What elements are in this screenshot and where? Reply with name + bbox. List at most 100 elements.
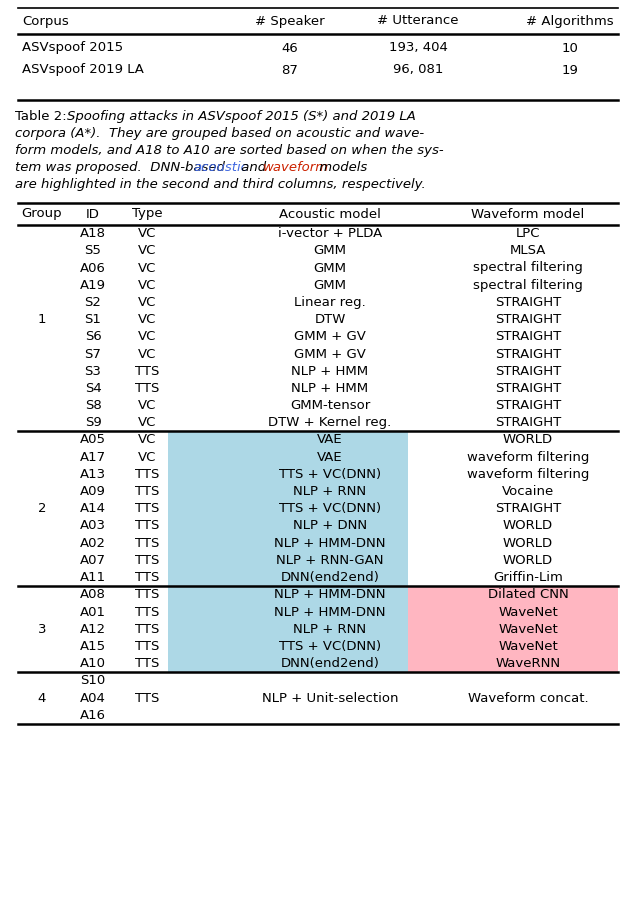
Text: A19: A19 xyxy=(80,279,106,292)
Text: TTS: TTS xyxy=(135,605,159,618)
Text: S7: S7 xyxy=(85,347,101,360)
Text: TTS + VC(DNN): TTS + VC(DNN) xyxy=(279,640,381,653)
Bar xyxy=(408,586,618,603)
Text: DNN(end2end): DNN(end2end) xyxy=(280,571,380,584)
Text: GMM: GMM xyxy=(314,261,347,274)
Text: A09: A09 xyxy=(80,485,106,498)
Text: S5: S5 xyxy=(85,244,101,257)
Text: 2: 2 xyxy=(38,503,46,516)
Text: spectral filtering: spectral filtering xyxy=(473,261,583,274)
Text: Spoofing attacks in ASVspoof 2015 (S*) and 2019 LA: Spoofing attacks in ASVspoof 2015 (S*) a… xyxy=(67,110,416,123)
Bar xyxy=(168,569,408,586)
Text: NLP + HMM-DNN: NLP + HMM-DNN xyxy=(274,589,386,602)
Text: NLP + HMM-DNN: NLP + HMM-DNN xyxy=(274,605,386,618)
Bar xyxy=(408,638,618,655)
Text: TTS: TTS xyxy=(135,571,159,584)
Text: spectral filtering: spectral filtering xyxy=(473,279,583,292)
Text: S10: S10 xyxy=(80,675,106,687)
Text: 10: 10 xyxy=(562,42,578,55)
Text: 193, 404: 193, 404 xyxy=(389,42,448,55)
Text: 46: 46 xyxy=(282,42,298,55)
Text: A02: A02 xyxy=(80,537,106,550)
Text: ID: ID xyxy=(86,208,100,221)
Text: STRAIGHT: STRAIGHT xyxy=(495,330,561,344)
Text: WORLD: WORLD xyxy=(503,433,553,446)
Text: WaveRNN: WaveRNN xyxy=(495,657,560,670)
Text: TTS: TTS xyxy=(135,519,159,532)
Bar xyxy=(168,500,408,517)
Text: waveform filtering: waveform filtering xyxy=(467,451,589,464)
Text: GMM + GV: GMM + GV xyxy=(294,347,366,360)
Text: Vocaine: Vocaine xyxy=(502,485,554,498)
Text: NLP + HMM-DNN: NLP + HMM-DNN xyxy=(274,537,386,550)
Text: Waveform model: Waveform model xyxy=(471,208,584,221)
Text: ASVspoof 2015: ASVspoof 2015 xyxy=(22,42,123,55)
Text: TTS: TTS xyxy=(135,553,159,567)
Text: Waveform concat.: Waveform concat. xyxy=(467,691,588,704)
Text: 4: 4 xyxy=(38,691,46,704)
Text: S4: S4 xyxy=(85,382,101,395)
Text: S8: S8 xyxy=(85,399,101,412)
Text: models: models xyxy=(315,161,367,174)
Text: TTS + VC(DNN): TTS + VC(DNN) xyxy=(279,503,381,516)
Text: A11: A11 xyxy=(80,571,106,584)
Text: waveform filtering: waveform filtering xyxy=(467,468,589,480)
Text: S2: S2 xyxy=(85,296,101,309)
Text: TTS: TTS xyxy=(135,365,159,378)
Text: TTS: TTS xyxy=(135,537,159,550)
Text: A08: A08 xyxy=(80,589,106,602)
Text: NLP + HMM: NLP + HMM xyxy=(291,365,369,378)
Text: i-vector + PLDA: i-vector + PLDA xyxy=(278,227,382,240)
Text: 87: 87 xyxy=(282,64,298,77)
Text: WORLD: WORLD xyxy=(503,519,553,532)
Text: 96, 081: 96, 081 xyxy=(393,64,443,77)
Text: VC: VC xyxy=(138,433,156,446)
Text: waveform: waveform xyxy=(263,161,329,174)
Text: NLP + RNN-GAN: NLP + RNN-GAN xyxy=(276,553,384,567)
Bar xyxy=(168,552,408,569)
Text: VC: VC xyxy=(138,417,156,430)
Text: NLP + HMM: NLP + HMM xyxy=(291,382,369,395)
Bar xyxy=(168,448,408,466)
Text: A06: A06 xyxy=(80,261,106,274)
Text: ASVspoof 2019 LA: ASVspoof 2019 LA xyxy=(22,64,144,77)
Text: A01: A01 xyxy=(80,605,106,618)
Text: A18: A18 xyxy=(80,227,106,240)
Text: VAE: VAE xyxy=(317,451,343,464)
Text: A15: A15 xyxy=(80,640,106,653)
Text: A14: A14 xyxy=(80,503,106,516)
Text: Group: Group xyxy=(22,208,62,221)
Text: VC: VC xyxy=(138,330,156,344)
Text: S3: S3 xyxy=(85,365,101,378)
Text: 1: 1 xyxy=(38,313,46,326)
Text: LPC: LPC xyxy=(516,227,540,240)
Text: A04: A04 xyxy=(80,691,106,704)
Text: VC: VC xyxy=(138,347,156,360)
Text: DTW + Kernel reg.: DTW + Kernel reg. xyxy=(268,417,392,430)
Text: TTS: TTS xyxy=(135,589,159,602)
Bar xyxy=(168,621,408,638)
Text: Table 2:: Table 2: xyxy=(15,110,71,123)
Text: corpora (A*).  They are grouped based on acoustic and wave-: corpora (A*). They are grouped based on … xyxy=(15,127,424,140)
Text: TTS: TTS xyxy=(135,503,159,516)
Text: Griffin-Lim: Griffin-Lim xyxy=(493,571,563,584)
Text: S6: S6 xyxy=(85,330,101,344)
Text: DTW: DTW xyxy=(314,313,346,326)
Text: DNN(end2end): DNN(end2end) xyxy=(280,657,380,670)
Text: tem was proposed.  DNN-based: tem was proposed. DNN-based xyxy=(15,161,229,174)
Text: VC: VC xyxy=(138,399,156,412)
Text: are highlighted in the second and third columns, respectively.: are highlighted in the second and third … xyxy=(15,178,425,191)
Text: and: and xyxy=(237,161,270,174)
Text: # Utterance: # Utterance xyxy=(377,15,459,28)
Text: WaveNet: WaveNet xyxy=(498,605,558,618)
Text: A12: A12 xyxy=(80,623,106,636)
Text: # Speaker: # Speaker xyxy=(255,15,325,28)
Bar xyxy=(168,483,408,500)
Text: STRAIGHT: STRAIGHT xyxy=(495,503,561,516)
Text: A05: A05 xyxy=(80,433,106,446)
Text: STRAIGHT: STRAIGHT xyxy=(495,296,561,309)
Bar xyxy=(168,586,408,603)
Text: MLSA: MLSA xyxy=(510,244,546,257)
Text: Dilated CNN: Dilated CNN xyxy=(488,589,569,602)
Text: VC: VC xyxy=(138,451,156,464)
